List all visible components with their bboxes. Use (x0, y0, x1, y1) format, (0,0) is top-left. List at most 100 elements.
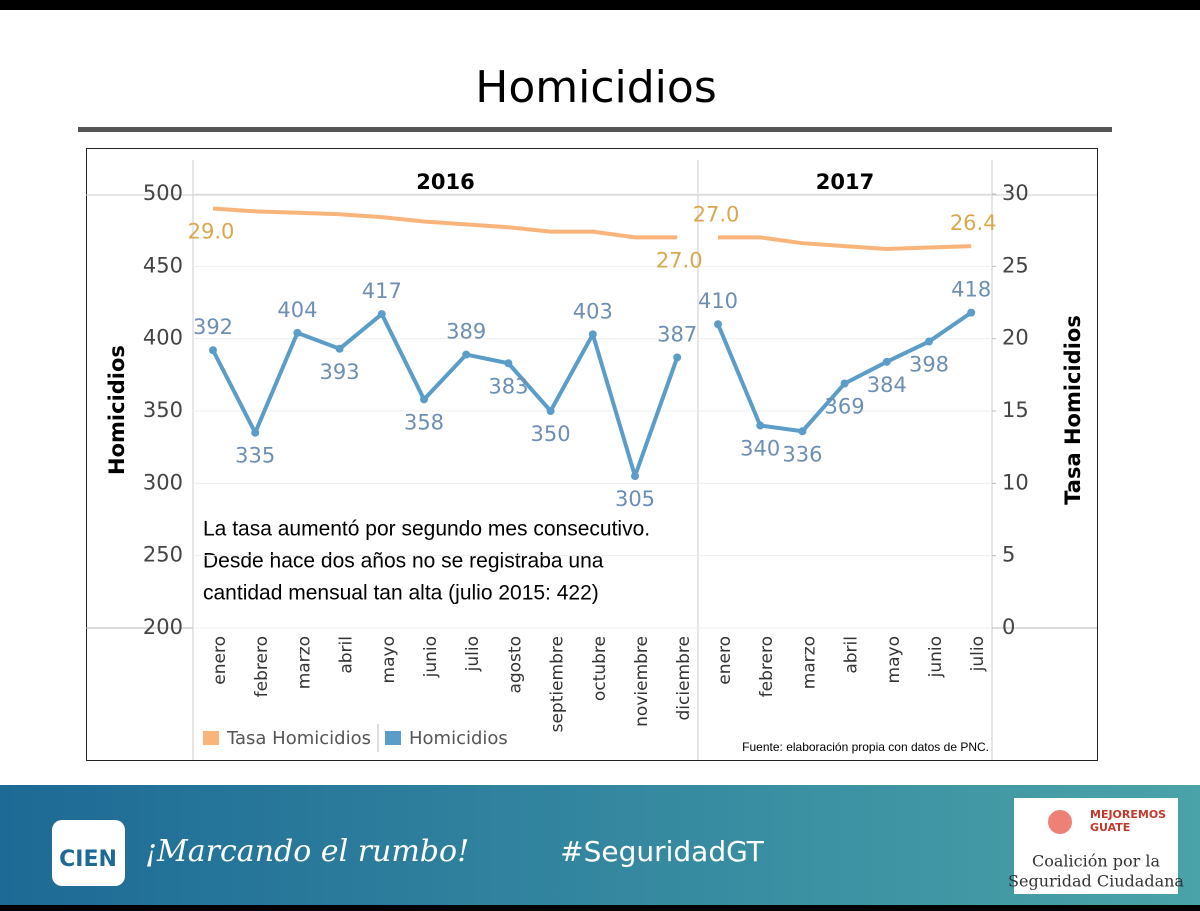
footer-band (0, 785, 1200, 905)
x-tick-label: noviembre (632, 636, 652, 727)
point (673, 353, 682, 362)
y2-tick-label: 15 (1002, 398, 1029, 422)
data-label: 26.4 (950, 211, 997, 235)
x-tick-label: marzo (294, 636, 314, 689)
chart-frame (86, 148, 1098, 761)
point (504, 359, 513, 368)
logo-text: CIEN (59, 847, 117, 872)
x-tick-label: septiembre (548, 636, 568, 732)
panel-title: 2016 (416, 170, 474, 194)
partner-icon (1048, 810, 1072, 834)
data-label: 403 (573, 299, 613, 323)
x-tick-label: enero (715, 636, 735, 685)
data-label: 350 (531, 422, 571, 446)
y-tick-label: 500 (143, 181, 183, 205)
data-label: 336 (782, 442, 822, 466)
legend-label: Tasa Homicidios (226, 728, 371, 749)
point (420, 395, 428, 404)
y-axis-label: Homicidios (105, 345, 129, 475)
x-tick-label: abril (842, 636, 862, 674)
data-label: 340 (740, 436, 780, 460)
y-tick-label: 350 (143, 398, 183, 422)
y2-axis-label: Tasa Homicidios (1061, 315, 1085, 505)
point (293, 328, 302, 337)
source: Fuente: elaboración propia con datos de … (742, 740, 989, 754)
x-tick-label: julio (463, 636, 483, 672)
hashtag: #SeguridadGT (560, 835, 765, 868)
point (714, 320, 722, 329)
annotation: cantidad mensual tan alta (julio 2015: 4… (203, 582, 599, 605)
point (967, 308, 976, 317)
x-tick-label: mayo (884, 636, 904, 683)
legend-swatch (203, 731, 219, 745)
x-tick-label: abril (337, 636, 357, 674)
slide-title: Homicidios (475, 62, 717, 113)
y2-tick-label: 25 (1002, 253, 1029, 277)
series-line (211, 312, 680, 479)
point (377, 310, 386, 319)
data-label: 418 (951, 278, 991, 302)
y-tick-label: 250 (143, 543, 183, 567)
point (882, 357, 891, 366)
y2-tick-label: 30 (1002, 181, 1029, 205)
data-label: 384 (867, 373, 907, 397)
logo-box (52, 820, 125, 886)
data-label: 29.0 (188, 219, 235, 243)
data-label: 404 (277, 298, 317, 322)
slogan: ¡Marcando el rumbo! (145, 834, 469, 869)
data-label: 389 (446, 320, 486, 344)
data-label: 335 (235, 444, 275, 468)
data-label: 393 (320, 360, 360, 384)
data-label: 410 (698, 289, 738, 313)
data-label: 398 (909, 353, 949, 377)
point (251, 428, 260, 437)
panel-title: 2017 (816, 170, 874, 194)
y2-tick-label: 5 (1002, 543, 1015, 567)
data-label: 27.0 (656, 248, 703, 272)
bottom-bar (0, 905, 1200, 911)
legend-swatch (384, 731, 401, 745)
series-line (718, 235, 972, 251)
x-tick-label: octubre (590, 636, 610, 701)
x-tick-label: febrero (757, 636, 777, 697)
y2-tick-label: 10 (1002, 470, 1029, 494)
series-line (212, 206, 678, 240)
title-rule (78, 127, 1112, 132)
point (798, 427, 807, 436)
data-label: 358 (404, 410, 444, 434)
data-label: 392 (193, 315, 233, 339)
data-label: 369 (825, 395, 865, 419)
x-tick-label: enero (210, 636, 230, 685)
data-label: 27.0 (693, 202, 740, 226)
point (756, 421, 765, 430)
point (840, 379, 849, 388)
point (462, 350, 471, 359)
y-tick-label: 200 (143, 615, 183, 639)
data-label: 305 (615, 487, 655, 511)
x-tick-label: julio (968, 636, 988, 672)
point (546, 407, 555, 415)
partner-top: GUATE (1090, 821, 1130, 834)
x-tick-label: junio (421, 636, 441, 678)
data-label: 383 (488, 374, 528, 398)
y-tick-label: 300 (143, 470, 183, 494)
x-tick-label: febrero (252, 636, 272, 697)
partner-box (1014, 798, 1178, 894)
top-bar (0, 0, 1200, 10)
x-tick-label: marzo (799, 636, 819, 689)
point (631, 472, 639, 481)
point (588, 330, 597, 339)
x-tick-label: junio (926, 636, 946, 678)
partner-name: Coalición por la (1032, 852, 1160, 871)
partner-name: Seguridad Ciudadana (1008, 872, 1184, 891)
point (925, 337, 933, 346)
x-tick-label: diciembre (674, 636, 694, 720)
legend-label: Homicidios (409, 728, 508, 749)
point (209, 346, 217, 355)
y2-tick-label: 0 (1002, 615, 1015, 639)
data-label: 387 (657, 322, 697, 346)
annotation: Desde hace dos años no se registraba una (203, 550, 604, 573)
data-label: 417 (362, 279, 402, 303)
